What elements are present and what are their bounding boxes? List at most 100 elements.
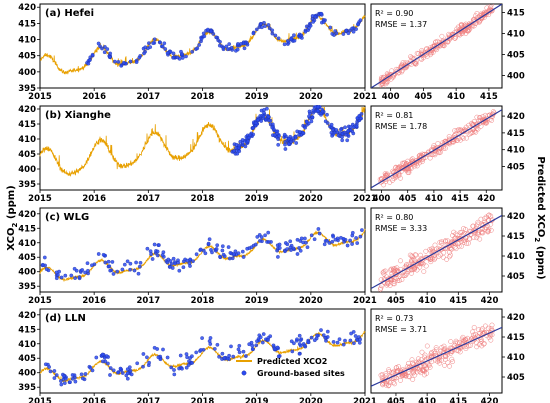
ground-point	[293, 134, 298, 139]
ts-xtick-label: 2019	[245, 397, 269, 403]
ground-point	[346, 31, 351, 36]
sc-xtick-label: 410	[425, 194, 443, 204]
ground-point	[295, 337, 299, 342]
ground-point	[292, 38, 297, 43]
scatter-point	[475, 231, 481, 237]
ground-point	[155, 249, 160, 254]
ground-point	[266, 118, 271, 123]
ground-point	[54, 373, 59, 377]
ground-point	[276, 255, 280, 259]
ground-point	[230, 256, 235, 261]
ground-point	[334, 128, 339, 132]
ground-point	[128, 59, 133, 64]
scatter-point	[489, 322, 495, 328]
scatter-point	[477, 115, 483, 121]
scatter-point	[414, 369, 420, 375]
ground-point	[259, 235, 264, 239]
ground-point	[69, 273, 74, 278]
ground-point	[145, 246, 150, 251]
scatter-point	[418, 357, 424, 362]
ground-point	[275, 129, 280, 134]
ground-point	[309, 335, 314, 340]
ground-point	[43, 362, 48, 367]
ground-point	[209, 29, 213, 34]
ground-point	[229, 344, 233, 349]
ground-point	[242, 46, 247, 51]
ground-point	[330, 32, 335, 36]
ts-xtick-label: 2015	[28, 92, 52, 102]
scatter-point	[396, 172, 402, 178]
ts-ytick-label: 415	[18, 325, 36, 335]
panel-xianghe: 395 400 405 410 415 420 2015 2016 2017 2018 2019 20…	[18, 105, 525, 204]
ground-point	[328, 25, 333, 30]
ts-xtick-label: 2018	[191, 296, 215, 306]
ground-point	[127, 365, 132, 370]
sc-xtick-label: 410	[418, 296, 436, 306]
sc-ytick-label: 405	[507, 373, 525, 383]
scatter-point	[446, 134, 452, 139]
scatter-point	[414, 267, 420, 273]
ground-point	[206, 27, 210, 32]
legend: Predicted XCO2 Ground-based sites	[236, 357, 345, 378]
ground-point	[90, 368, 95, 373]
panel-title: (b) Xianghe	[45, 110, 111, 121]
ground-point	[169, 262, 174, 266]
scatter-point	[471, 337, 477, 343]
ground-point	[138, 260, 143, 265]
ground-point	[263, 233, 267, 238]
ground-point	[119, 63, 124, 68]
scatter-point	[471, 23, 477, 29]
ts-ytick-label: 395	[18, 282, 36, 292]
ground-point	[107, 55, 112, 59]
ground-point	[295, 129, 300, 134]
scatter-point	[424, 343, 430, 349]
scatter-point	[453, 338, 459, 344]
ground-point	[48, 369, 53, 374]
ground-point	[317, 231, 322, 236]
scatter-point	[477, 121, 483, 126]
scatter-point	[490, 109, 496, 115]
scatter-point	[406, 374, 412, 380]
ground-point	[289, 37, 293, 41]
ts-xtick-label: 2017	[136, 194, 160, 204]
ground-point	[316, 105, 320, 109]
scatter-point	[464, 241, 469, 246]
scatter-point	[459, 238, 465, 244]
ground-point	[250, 347, 255, 351]
ground-point	[226, 245, 231, 249]
scatter-point	[398, 258, 403, 264]
scatter-point	[446, 31, 452, 37]
scatter-point	[393, 268, 399, 274]
ground-point	[266, 114, 271, 119]
ground-point	[63, 376, 68, 381]
ts-ytick-label: 405	[18, 150, 36, 160]
sc-ytick-label: 410	[507, 146, 525, 156]
ground-point	[83, 270, 87, 275]
scatter-point	[445, 39, 451, 44]
ts-ytick-label: 395	[18, 383, 36, 393]
ground-point	[52, 376, 57, 380]
scatter-point	[469, 24, 475, 30]
ground-point	[94, 355, 99, 360]
ground-point	[135, 361, 140, 366]
ground-point	[222, 356, 227, 360]
ground-point	[298, 338, 303, 343]
sc-xtick-label: 400	[382, 92, 400, 102]
scatter-point	[478, 123, 484, 129]
scatter-point	[457, 229, 463, 235]
ground-point	[184, 54, 188, 59]
ts-xtick-label: 2017	[136, 397, 160, 403]
ground-point	[186, 363, 191, 367]
ts-xtick-label: 2020	[299, 296, 323, 306]
scatter-point	[396, 164, 402, 170]
scatter-point	[488, 4, 494, 8]
sc-xtick-label: 415	[449, 397, 467, 403]
scatter-point	[426, 362, 432, 368]
sc-xtick-label: 415	[449, 296, 467, 306]
ground-point	[162, 41, 167, 46]
ground-point	[325, 238, 329, 243]
ts-ytick-label: 410	[18, 135, 36, 145]
ground-point	[125, 376, 130, 381]
ground-point	[311, 108, 316, 113]
ground-point	[275, 345, 280, 350]
